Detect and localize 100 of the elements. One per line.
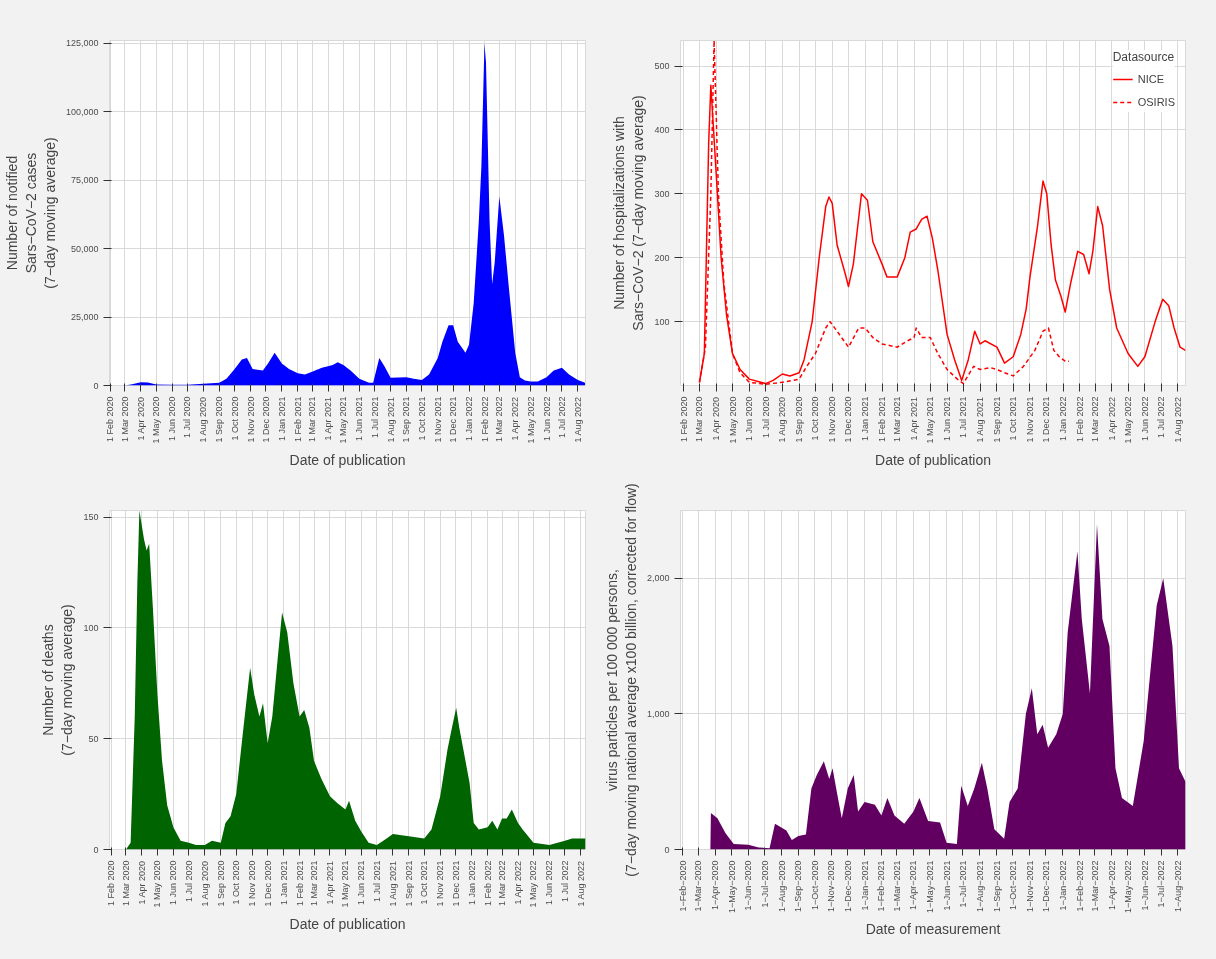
x-tick-label: 1−Nov−2020 [826, 860, 837, 913]
x-tick-label: 1 Jun 2021 [356, 860, 367, 906]
x-tick-label: 1 Jun 2021 [354, 396, 365, 442]
x-tick-label: 1−Sep−2020 [793, 860, 804, 913]
x-tick-label: 1 Oct 2021 [416, 396, 427, 441]
x-tick-label: 1 Feb 2022 [482, 860, 493, 907]
x-tick-label: 1 Apr 2020 [135, 396, 146, 441]
x-tick-label: 1−Oct−2020 [809, 860, 820, 911]
x-tick-label: 1 Nov 2021 [435, 860, 446, 907]
x-tick-label: 1−Apr−2021 [908, 860, 919, 911]
x-tick-label: 1 Jul 2020 [182, 396, 193, 439]
x-tick-label: 1−Sep−2021 [991, 860, 1002, 913]
x-tick-label: 1−Jan−2022 [1057, 860, 1068, 911]
x-tick-label: 1−Jul−2020 [759, 860, 770, 908]
y-tick-label: 1,000 [646, 708, 670, 719]
x-tick-label: 1 Feb 2021 [292, 396, 303, 443]
x-tick-label: 1−May−2021 [924, 860, 935, 914]
x-tick-label: 1 Nov 2021 [432, 396, 443, 443]
x-tick-label: 1 May 2020 [151, 396, 162, 444]
x-tick-label: 1 Aug 2022 [575, 860, 586, 907]
x-tick-label: 1 Nov 2021 [1024, 396, 1035, 443]
x-tick-label: 1 Mar 2020 [694, 396, 705, 443]
x-tick-label: 1 May 2021 [338, 396, 349, 444]
x-axis-title: Date of publication [289, 451, 406, 468]
x-tick-label: 1 Aug 2021 [387, 860, 398, 907]
x-tick-label: 1 Jun 2020 [168, 860, 179, 906]
x-tick-label: 1 Aug 2021 [975, 396, 986, 443]
x-tick-label: 1 Aug 2020 [777, 396, 788, 443]
x-tick-label: 1 Mar 2021 [892, 396, 903, 443]
x-tick-label: 1 Oct 2020 [810, 396, 821, 441]
x-tick-label: 1 May 2022 [528, 860, 539, 908]
x-tick-label: 1 Jun 2020 [167, 396, 178, 442]
x-tick-label: 1 Apr 2022 [510, 396, 521, 441]
x-tick-label: 1 Jan 2022 [466, 860, 477, 906]
x-tick-label: 1 Jul 2020 [183, 860, 194, 903]
x-tick-label: 1 Mar 2021 [309, 860, 320, 907]
x-tick-label: 1−Mar−2021 [891, 860, 902, 912]
x-axis-title: Date of publication [875, 451, 991, 468]
x-tick-label: 1−Jul−2021 [957, 860, 968, 908]
y-axis-title: Number of notified Sars−CoV−2 cases (7−day moving average) [3, 137, 58, 289]
x-tick-label: 1−May−2020 [726, 860, 737, 914]
x-tick-label: 1 Jun 2022 [544, 860, 555, 906]
x-tick-label: 1 Jul 2021 [369, 396, 380, 439]
x-tick-label: 1 Nov 2020 [247, 860, 258, 907]
x-tick-label: 1 Dec 2020 [843, 396, 854, 443]
x-tick-label: 1 Sep 2020 [214, 396, 225, 443]
x-tick-label: 1 Dec 2021 [448, 396, 459, 443]
x-tick-label: 1 Apr 2021 [323, 396, 334, 441]
x-tick-label: 1−Dec−2021 [1040, 860, 1051, 913]
y-tick-label: 300 [654, 188, 670, 199]
x-tick-label: 1 Mar 2022 [497, 860, 508, 907]
x-tick-label: 1 Jul 2021 [371, 860, 382, 903]
x-tick-label: 1 Jun 2022 [1139, 396, 1150, 442]
y-tick-label: 200 [654, 252, 670, 263]
x-tick-label: 1 Aug 2020 [198, 396, 209, 443]
x-tick-label: 1 Oct 2020 [231, 860, 242, 905]
x-tick-label: 1 Feb 2020 [106, 860, 117, 907]
x-tick-label: 1−Feb−2021 [876, 860, 887, 912]
x-tick-label: 1 Mar 2020 [119, 396, 130, 443]
x-tick-label: 1−Apr−2020 [710, 860, 721, 911]
x-tick-label: 1 Oct 2020 [229, 396, 240, 441]
x-tick-label: 1 Jan 2021 [860, 396, 871, 442]
x-tick-label: 1 Jun 2021 [942, 396, 953, 442]
x-tick-label: 1 Aug 2022 [1172, 396, 1183, 443]
x-tick-label: 1 Jul 2022 [1156, 396, 1167, 439]
x-tick-label: 1 Dec 2021 [450, 860, 461, 907]
x-tick-label: 1 Sep 2021 [991, 396, 1002, 443]
x-tick-label: 1 Apr 2020 [711, 396, 722, 441]
x-tick-label: 1 Feb 2021 [877, 396, 888, 443]
x-tick-label: 1−Aug−2021 [974, 860, 985, 913]
x-tick-label: 1 Aug 2021 [385, 396, 396, 443]
y-axis-title: Number of hospitalizations with Sars−CoV−2 (7−day moving average) [611, 95, 647, 331]
legend-label: NICE [1137, 73, 1164, 85]
x-tick-label: 1−Mar−2022 [1089, 860, 1100, 912]
x-tick-label: 1 Sep 2020 [215, 860, 226, 907]
y-tick-label: 25,000 [70, 312, 99, 323]
x-tick-label: 1−Feb−2022 [1074, 860, 1085, 912]
x-tick-label: 1 Oct 2021 [1008, 396, 1019, 441]
x-tick-label: 1 Jan 2021 [278, 860, 289, 906]
x-tick-label: 1 Apr 2021 [324, 860, 335, 905]
x-tick-label: 1 Mar 2022 [1090, 396, 1101, 443]
x-tick-label: 1−Jul−2022 [1156, 860, 1167, 908]
y-tick-label: 50,000 [70, 243, 99, 254]
x-tick-label: 1−May−2022 [1122, 860, 1133, 914]
x-tick-label: 1 May 2022 [525, 396, 536, 444]
y-axis-title: virus particles per 100 000 persons, (7−day moving national average x100 billion, corrected for flow) [603, 483, 639, 877]
x-tick-label: 1 May 2022 [1123, 396, 1134, 444]
x-tick-label: 1 Apr 2022 [1106, 396, 1117, 441]
x-tick-label: 1 Aug 2020 [199, 860, 210, 907]
legend-title: Datasource [1112, 50, 1175, 64]
x-axis-title: Date of measurement [865, 921, 1001, 938]
x-axis-title: Date of publication [289, 915, 406, 932]
x-tick-label: 1 Dec 2021 [1041, 396, 1052, 443]
x-tick-label: 1−Aug−2022 [1172, 860, 1183, 913]
y-tick-label: 500 [654, 61, 670, 72]
x-tick-label: 1 Mar 2022 [494, 396, 505, 443]
x-tick-label: 1 Sep 2021 [403, 860, 414, 907]
x-tick-label: 1 Nov 2020 [827, 396, 838, 443]
x-tick-label: 1 Oct 2021 [419, 860, 430, 905]
x-tick-label: 1−Aug−2020 [776, 860, 787, 913]
